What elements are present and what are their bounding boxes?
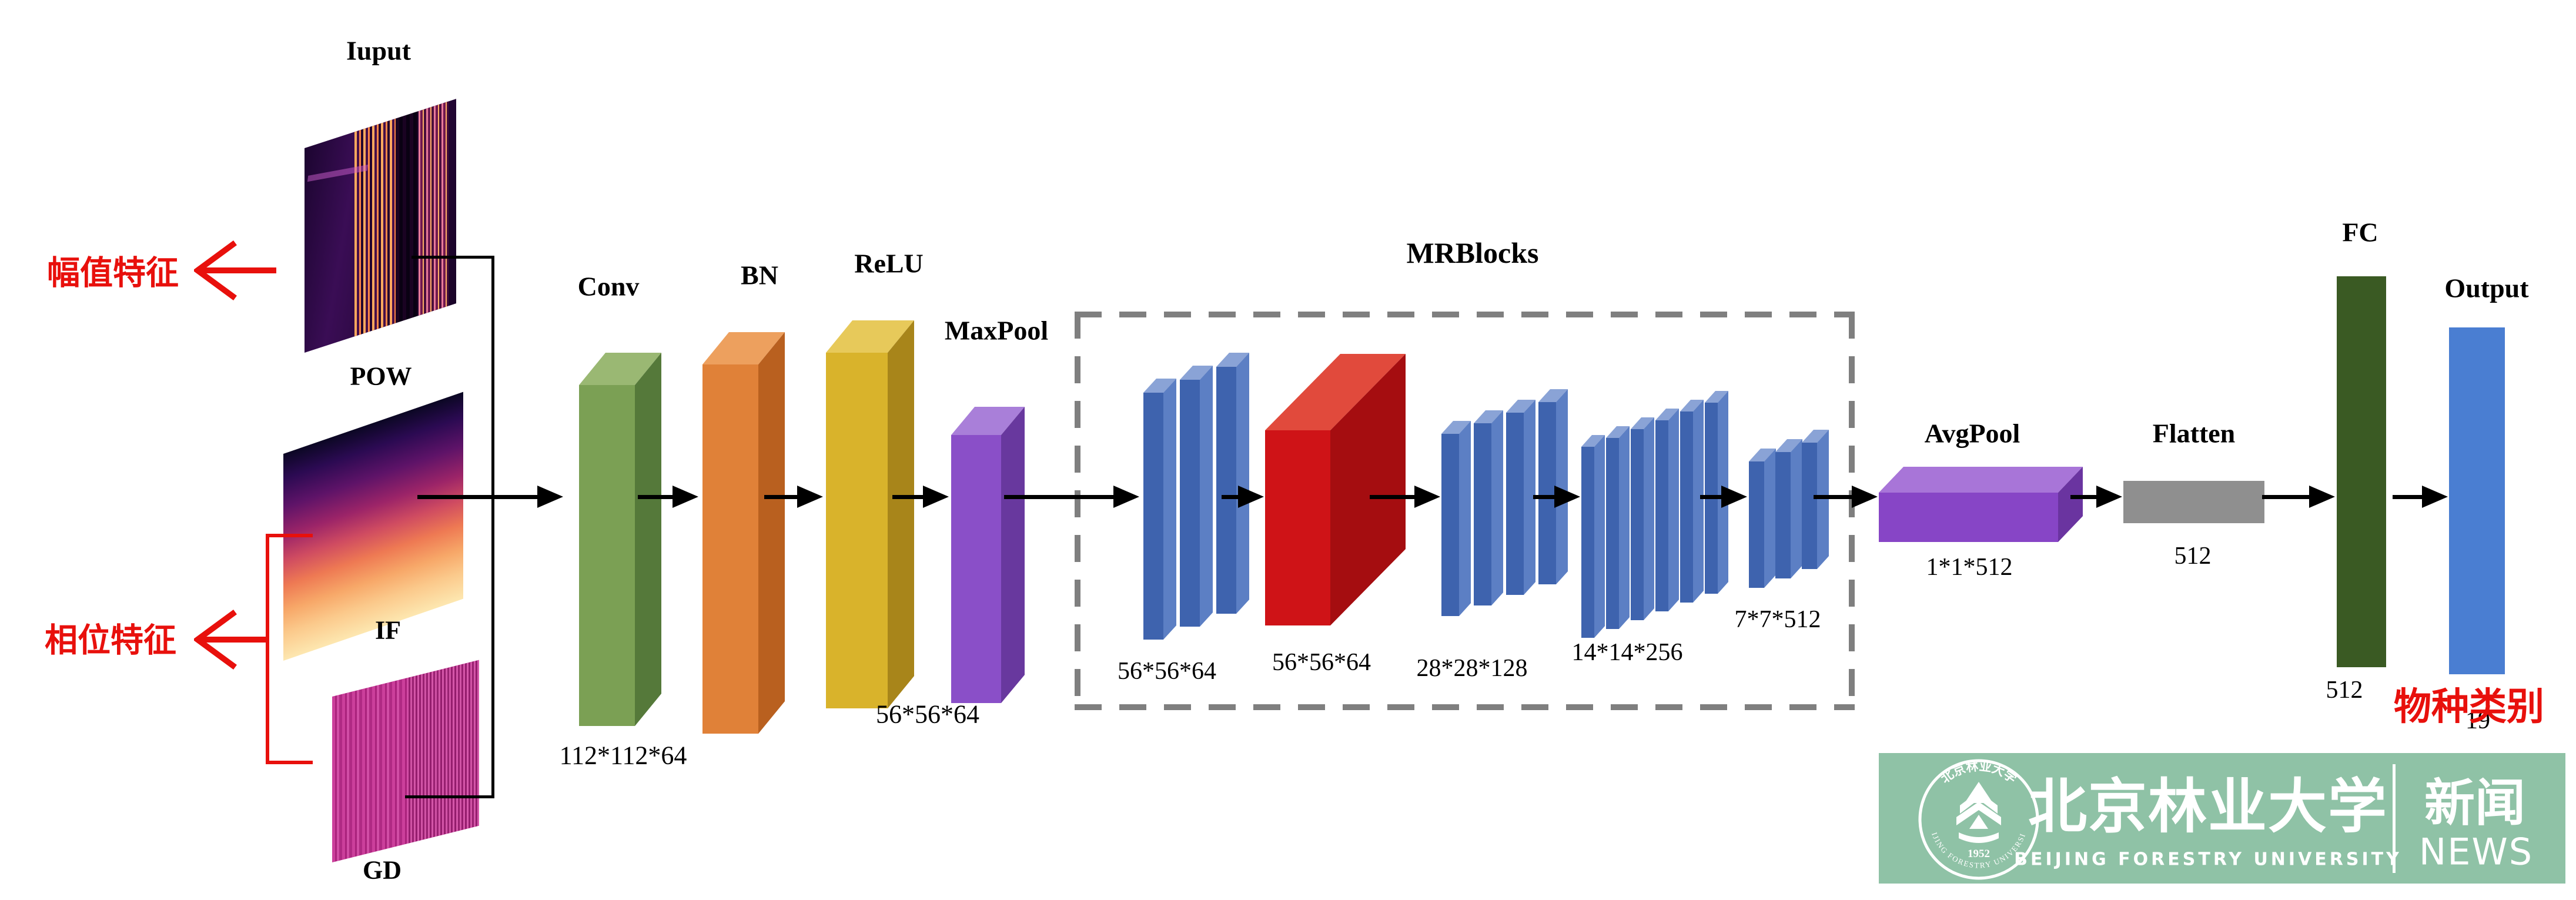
mrblocks-border-right: [1849, 312, 1855, 710]
pow-dark-band: [395, 111, 419, 323]
gd-label: GD: [363, 855, 402, 885]
mrblocks-border-top: [1075, 312, 1855, 317]
fc-dims-label: 512: [2326, 677, 2363, 704]
mrblocks-border-left: [1075, 312, 1080, 710]
news-label-en: NEWS: [2418, 830, 2534, 874]
input-title: Iuput: [346, 35, 411, 66]
gd-stripes-dense: [409, 660, 479, 844]
relu-label: ReLU: [854, 248, 924, 279]
maxpool-dims-label: 56*56*64: [876, 700, 979, 729]
university-banner: 北京林业大学 BEIJING FORESTRY UNIVERSITY 1952 …: [1879, 753, 2565, 884]
phase-bracket-top-stub: [266, 534, 313, 537]
input-connector-vertical: [491, 257, 494, 797]
maxpool-label: MaxPool: [944, 315, 1049, 346]
bn-label: BN: [741, 260, 778, 290]
phase-bracket-bottom-stub: [266, 761, 313, 764]
university-seal: 北京林业大学 BEIJING FORESTRY UNIVERSITY 1952: [1918, 759, 2039, 880]
pow-stripe-band: [354, 118, 396, 337]
gd-spectrogram-image: [332, 660, 479, 862]
amplitude-feature-label: 幅值特征: [47, 254, 179, 293]
amplitude-arrow-icon: [194, 240, 276, 301]
group4-dims-label: 14*14*256: [1571, 639, 1683, 666]
mrblocks-border-bottom: [1075, 704, 1855, 710]
pow-spectrogram-image: [305, 99, 456, 353]
phase-arrow-icon: [194, 609, 268, 670]
flatten-block: [2123, 481, 2264, 523]
conv-label: Conv: [577, 271, 640, 302]
university-name-cn: 北京林业大学: [2028, 774, 2388, 840]
if-label: IF: [375, 615, 401, 645]
university-name-en: BEIJING FORESTRY UNIVERSITY: [2014, 849, 2402, 870]
flatten-dims-label: 512: [2174, 543, 2212, 570]
species-category-label: 物种类别: [2394, 685, 2544, 729]
avgpool-label: AvgPool: [1924, 418, 2020, 449]
phase-bracket-vertical: [266, 534, 269, 764]
avgpool-dims-label: 1*1*512: [1926, 554, 2013, 581]
mrblocks-title: MRBlocks: [1406, 236, 1539, 269]
if-spectrogram-image: [283, 392, 463, 661]
fc-block: [2337, 276, 2386, 667]
seal-year: 1952: [1968, 848, 1990, 860]
seal-tree-icon: [1956, 782, 2001, 843]
phase-feature-label: 相位特征: [45, 621, 176, 660]
pow-connector-line: [412, 256, 494, 259]
output-block: [2449, 327, 2505, 674]
banner-divider: [2393, 764, 2396, 873]
conv-dims-label: 112*112*64: [559, 741, 687, 770]
group5-dims-label: 7*7*512: [1734, 606, 1821, 633]
output-label: Output: [2444, 273, 2529, 303]
gd-connector-line: [405, 795, 494, 798]
pow-label: POW: [350, 362, 412, 391]
output-dims-label: 19: [2465, 707, 2490, 734]
group3-dims-label: 28*28*128: [1416, 655, 1528, 682]
flatten-label: Flatten: [2152, 418, 2236, 449]
redblock-dims-label: 56*56*64: [1272, 649, 1371, 676]
news-label-cn: 新闻: [2424, 774, 2525, 833]
fc-label: FC: [2342, 217, 2378, 247]
pow-stripe-band2: [418, 101, 449, 316]
group1-dims-label: 56*56*64: [1118, 658, 1216, 685]
